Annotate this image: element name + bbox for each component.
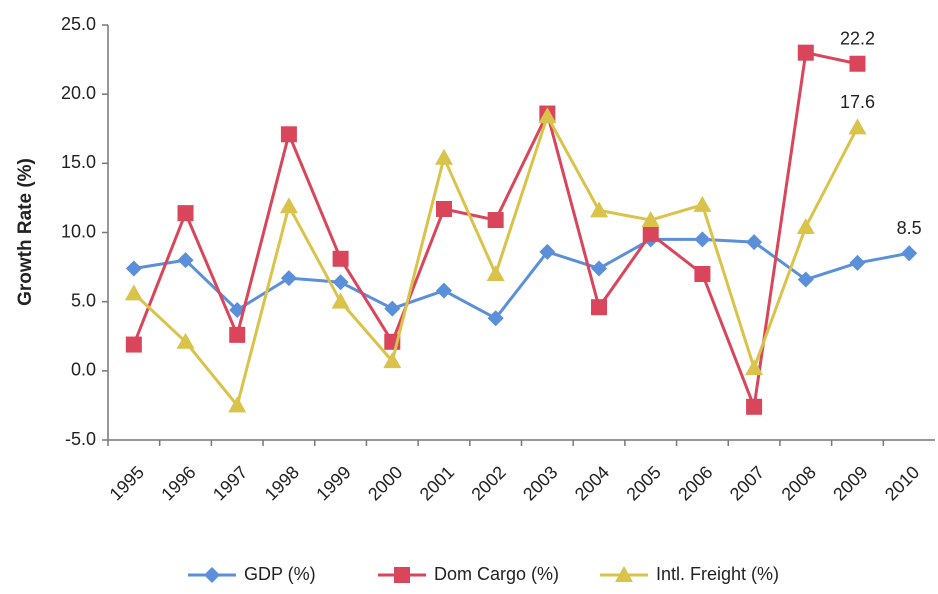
legend-label: Dom Cargo (%) <box>434 564 559 584</box>
marker <box>590 201 609 218</box>
marker <box>591 299 608 316</box>
marker <box>849 55 866 72</box>
marker <box>797 271 814 288</box>
x-tick-label: 1997 <box>209 462 251 504</box>
legend-label: Intl. Freight (%) <box>656 564 779 584</box>
marker <box>279 197 298 214</box>
marker <box>694 231 711 248</box>
marker <box>124 284 143 301</box>
marker <box>280 126 297 143</box>
marker <box>539 243 556 260</box>
y-tick-label: 10.0 <box>61 221 96 241</box>
marker <box>487 212 504 229</box>
marker <box>746 234 763 251</box>
x-tick-label: 2009 <box>829 462 871 504</box>
marker <box>177 205 194 222</box>
marker <box>280 270 297 287</box>
marker <box>642 225 659 242</box>
x-tick-label: 1995 <box>106 462 148 504</box>
y-axis-title: Growth Rate (%) <box>15 158 36 306</box>
marker <box>435 282 452 299</box>
marker <box>849 254 866 271</box>
marker <box>383 352 402 369</box>
marker <box>332 274 349 291</box>
marker <box>746 398 763 415</box>
series-line <box>133 237 910 320</box>
x-tick-label: 2004 <box>571 462 613 504</box>
marker <box>394 567 410 583</box>
marker <box>901 245 918 262</box>
x-tick-label: 2010 <box>881 462 923 504</box>
x-tick-label: 1998 <box>261 462 303 504</box>
marker <box>487 310 504 327</box>
marker <box>796 217 815 234</box>
marker <box>435 200 452 217</box>
x-tick-label: 1996 <box>157 462 199 504</box>
marker <box>125 260 142 277</box>
legend-label: GDP (%) <box>244 564 316 584</box>
x-tick-label: 2005 <box>622 462 664 504</box>
x-tick-label: 2000 <box>364 462 406 504</box>
marker <box>434 148 453 165</box>
marker <box>745 359 764 376</box>
x-tick-label: 2003 <box>519 462 561 504</box>
x-tick-label: 2002 <box>467 462 509 504</box>
x-tick-label: 2006 <box>674 462 716 504</box>
data-label: 17.6 <box>840 92 875 112</box>
marker <box>204 567 220 583</box>
marker <box>125 336 142 353</box>
marker <box>615 566 633 582</box>
marker <box>641 211 660 228</box>
marker <box>176 332 195 349</box>
x-tick-label: 2007 <box>726 462 768 504</box>
marker <box>384 300 401 317</box>
marker <box>229 326 246 343</box>
y-tick-label: 0.0 <box>71 360 96 380</box>
marker <box>228 396 247 413</box>
marker <box>331 292 350 309</box>
data-label: 8.5 <box>897 218 922 238</box>
marker <box>848 118 867 135</box>
x-tick-label: 2001 <box>416 462 458 504</box>
x-tick-label: 2008 <box>778 462 820 504</box>
y-tick-label: 15.0 <box>61 152 96 172</box>
y-tick-label: 25.0 <box>61 14 96 34</box>
marker <box>591 260 608 277</box>
data-label: 22.2 <box>840 28 875 48</box>
y-tick-label: 5.0 <box>71 290 96 310</box>
y-tick-label: 20.0 <box>61 83 96 103</box>
x-tick-label: 1999 <box>312 462 354 504</box>
y-tick-label: -5.0 <box>65 429 96 449</box>
marker <box>694 266 711 282</box>
marker <box>797 44 814 61</box>
marker <box>486 265 505 281</box>
marker <box>538 107 557 124</box>
series-line <box>132 114 859 407</box>
marker <box>332 250 349 267</box>
marker <box>177 252 194 269</box>
marker <box>693 195 712 212</box>
